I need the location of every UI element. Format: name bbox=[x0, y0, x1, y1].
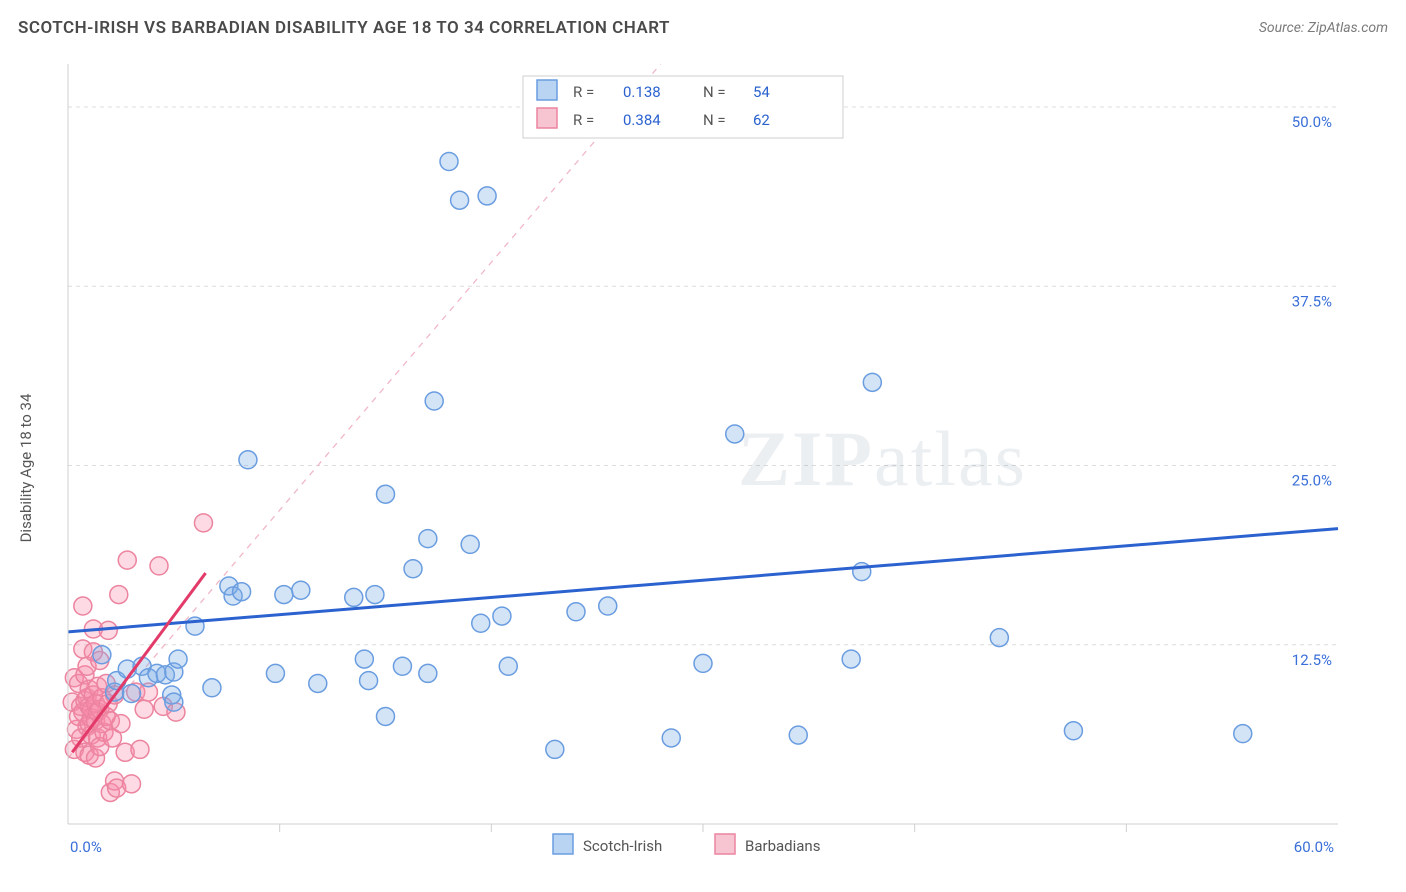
svg-text:54: 54 bbox=[753, 83, 770, 101]
svg-text:60.0%: 60.0% bbox=[1294, 838, 1334, 856]
svg-text:0.384: 0.384 bbox=[623, 111, 661, 129]
svg-text:R =: R = bbox=[573, 111, 594, 129]
svg-text:62: 62 bbox=[753, 111, 770, 129]
svg-text:0.0%: 0.0% bbox=[70, 838, 102, 856]
svg-text:12.5%: 12.5% bbox=[1292, 651, 1332, 669]
svg-text:Scotch-Irish: Scotch-Irish bbox=[583, 837, 662, 855]
svg-text:N =: N = bbox=[703, 111, 726, 129]
svg-text:N =: N = bbox=[703, 83, 726, 101]
svg-text:R =: R = bbox=[573, 83, 594, 101]
svg-text:Barbadians: Barbadians bbox=[745, 837, 820, 855]
svg-text:25.0%: 25.0% bbox=[1292, 472, 1332, 490]
source-attribution: Source: ZipAtlas.com bbox=[1259, 20, 1388, 36]
chart-title: SCOTCH-IRISH VS BARBADIAN DISABILITY AGE… bbox=[18, 18, 670, 38]
svg-text:0.138: 0.138 bbox=[623, 83, 661, 101]
svg-text:50.0%: 50.0% bbox=[1292, 113, 1332, 131]
y-axis-label: Disability Age 18 to 34 bbox=[17, 394, 35, 543]
scatter-chart: 12.5% 25.0% 37.5% 50.0% 0.0% 60.0% R = 0.138 N =… bbox=[18, 54, 1388, 882]
svg-text:37.5%: 37.5% bbox=[1292, 292, 1332, 310]
